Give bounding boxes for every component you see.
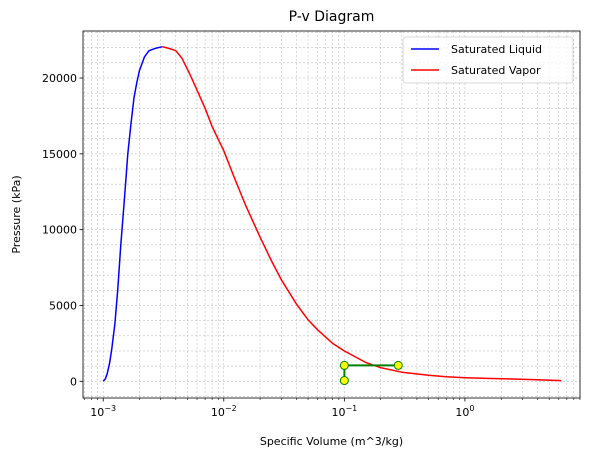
legend-box xyxy=(402,36,574,84)
saturated-liquid-line xyxy=(102,45,163,382)
x-tick-base: 10 xyxy=(211,406,225,419)
state-point-marker xyxy=(393,360,403,370)
y-tick-label: 15000 xyxy=(42,148,77,161)
x-tick-exponent: 0 xyxy=(469,404,474,413)
legend: Saturated Liquid Saturated Vapor xyxy=(402,36,574,84)
legend-label: Saturated Vapor xyxy=(451,64,541,77)
x-tick-exponent: −1 xyxy=(345,404,357,413)
state-point-marker xyxy=(339,360,349,370)
y-tick-label: 0 xyxy=(70,375,77,388)
saturated-vapor-line xyxy=(162,45,562,382)
x-tick-label: 10−1 xyxy=(331,404,357,419)
y-tick-label: 10000 xyxy=(42,224,77,237)
y-tick-label: 5000 xyxy=(49,299,77,312)
x-tick-base: 10 xyxy=(455,406,469,419)
x-tick-label: 100 xyxy=(455,404,474,419)
x-tick-exponent: −2 xyxy=(225,404,237,413)
legend-label: Saturated Liquid xyxy=(451,43,542,56)
plot-frame xyxy=(82,30,581,399)
y-tick-label: 20000 xyxy=(42,72,77,85)
grid xyxy=(83,31,581,398)
x-tick-base: 10 xyxy=(90,406,104,419)
state-point-marker xyxy=(339,376,349,386)
chart-title: P-v Diagram xyxy=(289,9,375,25)
x-tick-base: 10 xyxy=(331,406,345,419)
series-layer xyxy=(102,45,562,386)
y-axis-label: Pressure (kPa) xyxy=(10,175,23,253)
x-tick-label: 10−3 xyxy=(90,404,116,419)
x-tick-label: 10−2 xyxy=(211,404,237,419)
x-axis-label: Specific Volume (m^3/kg) xyxy=(260,435,403,448)
x-tick-exponent: −3 xyxy=(104,404,116,413)
